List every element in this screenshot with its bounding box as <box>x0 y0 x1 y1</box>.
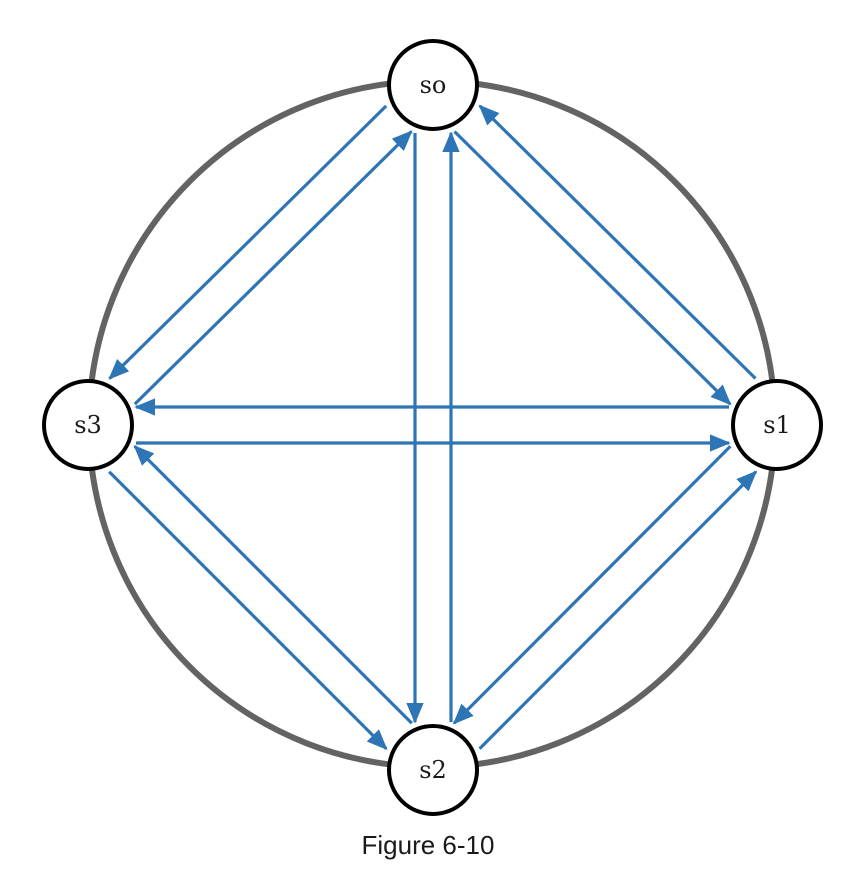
figure-caption: Figure 6-10 <box>0 830 856 861</box>
edge-s3-to-s0 <box>135 132 412 405</box>
edge-s2-to-s1 <box>480 472 756 749</box>
edge-s0-to-s1 <box>455 132 731 405</box>
edge-s3-to-s2 <box>109 472 386 749</box>
edge-s2-to-s3 <box>135 446 412 723</box>
hash-ring <box>89 81 775 767</box>
edge-s1-to-s0 <box>480 106 756 379</box>
node-s2-label: s2 <box>419 756 447 784</box>
node-s1-label: s1 <box>763 411 791 439</box>
edges-layer <box>109 106 756 749</box>
node-s3-label: s3 <box>74 411 102 439</box>
node-s1: s1 <box>733 381 821 469</box>
node-s0: so <box>389 41 477 129</box>
edge-s0-to-s3 <box>110 106 387 379</box>
node-s0-label: so <box>420 71 447 99</box>
edge-s1-to-s2 <box>454 446 730 723</box>
node-s3: s3 <box>44 381 132 469</box>
node-s2: s2 <box>389 726 477 814</box>
